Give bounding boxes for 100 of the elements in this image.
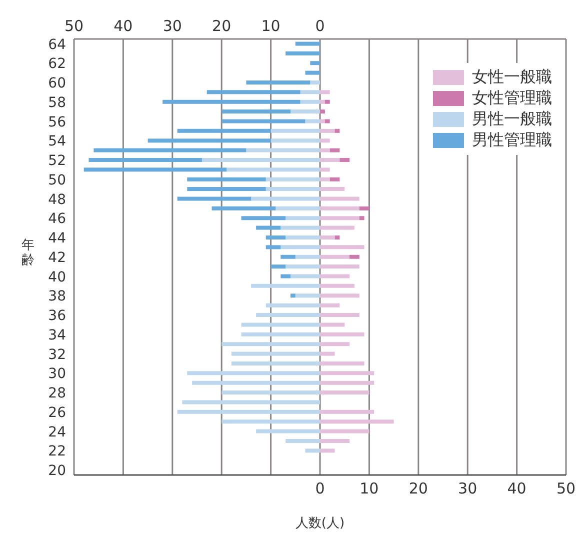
y-tick-label: 46: [48, 211, 66, 228]
bar: [84, 168, 227, 172]
bar: [320, 438, 350, 443]
y-tick-label: 36: [48, 308, 66, 324]
y-tick-label: 44: [48, 230, 66, 247]
bar: [320, 322, 345, 327]
y-tick-label: 58: [48, 94, 66, 111]
bar: [320, 361, 364, 366]
y-axis-title: 年齢: [22, 238, 34, 268]
bar: [286, 216, 320, 220]
bar: [320, 100, 325, 104]
bar: [320, 390, 370, 395]
bar: [324, 100, 330, 104]
bar: [94, 148, 246, 152]
bar: [359, 216, 364, 220]
y-tick-label: 52: [48, 153, 66, 170]
bar: [212, 206, 276, 210]
x2-tick-label: 30: [162, 17, 182, 35]
bar: [320, 226, 354, 230]
bar: [320, 254, 350, 259]
bar: [350, 254, 360, 259]
bar: [280, 254, 296, 259]
y-tick-label: 20: [48, 463, 66, 480]
bar: [290, 294, 296, 298]
bar: [177, 128, 271, 133]
bar: [251, 196, 320, 201]
bar: [324, 119, 330, 124]
bar: [340, 158, 350, 162]
y-tick-label: 50: [48, 172, 66, 188]
bar: [320, 110, 325, 114]
bar: [320, 352, 335, 356]
bar: [246, 80, 310, 84]
bar: [286, 235, 320, 240]
bar: [266, 303, 320, 308]
bar: [266, 187, 320, 192]
y-tick-label: 30: [48, 366, 66, 382]
bar: [300, 90, 320, 94]
bar: [270, 138, 320, 143]
bar: [305, 448, 320, 453]
bar: [320, 313, 360, 317]
bar: [320, 410, 374, 414]
bar: [231, 352, 320, 356]
bar: [334, 235, 340, 240]
bar: [266, 235, 286, 240]
bar: [320, 274, 350, 278]
x-tick-label: 50: [556, 480, 576, 498]
bar: [241, 322, 320, 327]
bar: [320, 380, 374, 385]
legend-label: 男性管理職: [472, 130, 552, 151]
bar: [320, 177, 330, 182]
bar: [256, 429, 320, 434]
y-tick-label: 54: [48, 134, 66, 150]
bar: [295, 294, 320, 298]
legend-label: 女性管理職: [472, 88, 552, 109]
bar: [241, 216, 286, 220]
legend-label: 男性一般職: [472, 109, 552, 130]
bar: [320, 264, 360, 269]
bar: [295, 254, 320, 259]
bar: [88, 158, 202, 162]
bar: [256, 313, 320, 317]
bar: [226, 168, 320, 172]
bar: [222, 119, 306, 124]
y-tick-label: 26: [48, 404, 66, 421]
bar: [187, 187, 266, 192]
bar: [222, 390, 320, 395]
x-tick-label: 0: [315, 480, 325, 498]
x2-tick-label: 40: [114, 17, 133, 35]
bar: [222, 420, 320, 424]
bar: [320, 148, 330, 152]
bar: [320, 294, 360, 298]
bar: [334, 128, 340, 133]
bar: [270, 128, 320, 133]
bar: [177, 410, 320, 414]
bar: [162, 100, 300, 104]
bar: [305, 70, 320, 75]
y-tick-label: 40: [48, 269, 66, 286]
bar: [320, 235, 335, 240]
bar: [280, 245, 320, 250]
bar: [231, 361, 320, 366]
bar: [305, 119, 320, 124]
y-tick-label: 28: [48, 386, 66, 402]
bar: [320, 196, 360, 201]
bar: [286, 438, 320, 443]
bar: [320, 206, 360, 210]
bar: [222, 110, 290, 114]
x2-tick-label: 50: [64, 17, 84, 35]
y-tick-label: 48: [48, 192, 66, 208]
legend-label: 女性一般職: [472, 67, 552, 88]
y-tick-label: 22: [48, 444, 66, 460]
bar: [320, 90, 330, 94]
bar: [320, 332, 364, 336]
bar: [266, 245, 281, 250]
x2-tick-label: 20: [212, 17, 232, 35]
bar: [320, 245, 364, 250]
bar: [300, 100, 320, 104]
bar: [359, 206, 370, 210]
bar: [310, 61, 320, 66]
bar: [286, 264, 320, 269]
bar: [276, 206, 320, 210]
bar: [192, 380, 320, 385]
